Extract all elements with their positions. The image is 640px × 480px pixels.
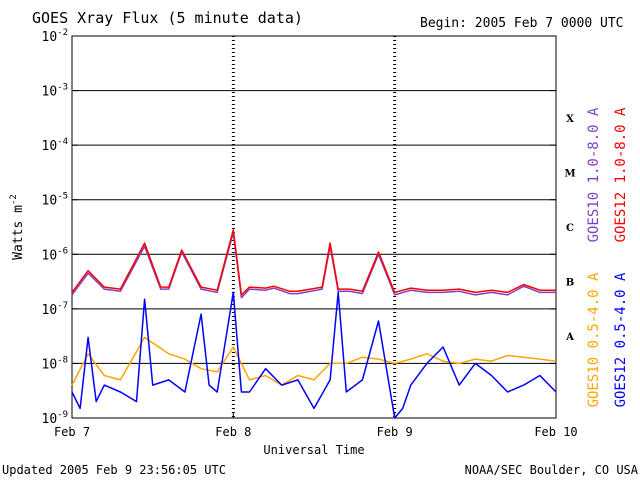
- y-tick-label: 10-4: [42, 137, 69, 154]
- svg-text:Watts m-2: Watts m-2: [9, 194, 26, 260]
- y-tick-exp: -4: [57, 137, 68, 147]
- x-axis-label: Universal Time: [263, 443, 364, 457]
- x-tick-label: Feb 8: [215, 425, 251, 439]
- legend: GOES10 1.0-8.0 A GOES12 1.0-8.0 A GOES10 0…: [586, 107, 629, 407]
- y-tick-exp: -8: [57, 355, 68, 365]
- y-tick-exp: -9: [57, 410, 68, 420]
- y-tick-base: 10: [42, 412, 58, 427]
- legend-entry: GOES12 0.5-4.0 A: [613, 272, 629, 407]
- y-tick-exp: -2: [57, 28, 68, 38]
- series-line: [71, 231, 556, 299]
- legend-entry: GOES10 1.0-8.0 A: [586, 107, 602, 242]
- begin-date: Begin: 2005 Feb 7 0000 UTC: [420, 16, 624, 31]
- series-line: [71, 229, 556, 296]
- x-tick-label: Feb 9: [377, 425, 413, 439]
- flare-class-label: X: [566, 114, 574, 125]
- y-axis-label-base: Watts m: [11, 205, 26, 260]
- flare-class-label: M: [564, 168, 575, 179]
- y-tick-exp: -7: [57, 301, 68, 311]
- legend-entry: GOES12 1.0-8.0 A: [613, 107, 629, 242]
- y-tick-base: 10: [42, 85, 58, 100]
- legend-entry: GOES10 0.5-4.0 A: [586, 272, 602, 407]
- y-tick-label: 10-6: [42, 246, 69, 263]
- y-tick-base: 10: [42, 303, 58, 318]
- flare-class-label: B: [566, 278, 574, 289]
- y-tick-exp: -6: [57, 246, 68, 256]
- y-axis-ticks: 10-210-310-410-510-610-710-810-9: [42, 28, 556, 427]
- credit-text: NOAA/SEC Boulder, CO USA: [465, 463, 639, 477]
- y-tick-label: 10-7: [42, 301, 69, 318]
- y-tick-label: 10-3: [42, 83, 69, 100]
- series-group: [71, 229, 557, 419]
- y-tick-label: 10-9: [42, 410, 69, 427]
- y-tick-base: 10: [42, 139, 58, 154]
- x-tick-label: Feb 7: [54, 425, 90, 439]
- y-tick-base: 10: [42, 30, 58, 45]
- y-tick-exp: -3: [57, 83, 68, 93]
- y-tick-label: 10-5: [42, 192, 69, 209]
- plot-area: [71, 35, 557, 419]
- flare-class-label: C: [566, 223, 574, 234]
- series-line: [71, 291, 557, 419]
- x-axis-ticks: Feb 7 Feb 8 Feb 9 Feb 10: [54, 412, 578, 439]
- y-axis-label: Watts m-2: [9, 194, 26, 260]
- y-axis-label-exp: -2: [9, 194, 19, 205]
- series-line: [71, 336, 557, 386]
- y-tick-base: 10: [42, 194, 58, 209]
- y-tick-base: 10: [42, 248, 58, 263]
- chart-title: GOES Xray Flux (5 minute data): [32, 9, 303, 27]
- y-tick-label: 10-8: [42, 355, 69, 372]
- updated-timestamp: Updated 2005 Feb 9 23:56:05 UTC: [2, 463, 226, 477]
- y-tick-base: 10: [42, 357, 58, 372]
- x-tick-label: Feb 10: [534, 425, 577, 439]
- y-tick-exp: -5: [57, 192, 68, 202]
- y-tick-label: 10-2: [42, 28, 69, 45]
- flare-class-labels: X M C B A: [564, 114, 575, 343]
- flare-class-label: A: [565, 332, 574, 343]
